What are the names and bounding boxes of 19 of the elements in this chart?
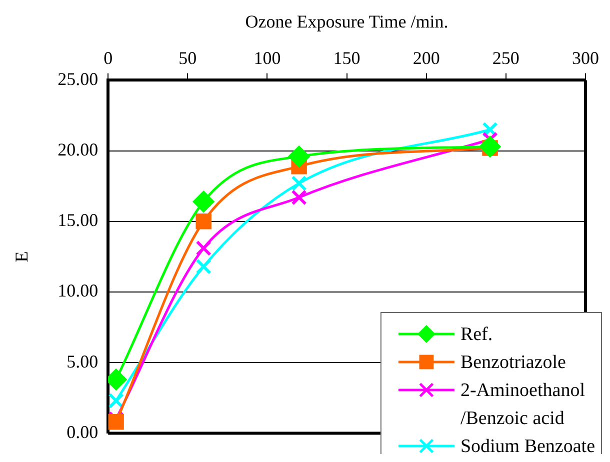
y-tick-label: 5.00 xyxy=(66,351,98,372)
x-axis-title: Ozone Exposure Time /min. xyxy=(245,12,448,32)
legend-label: Benzotriazole xyxy=(460,352,566,373)
y-tick-label: 10.00 xyxy=(58,280,98,301)
x-tick-label: 50 xyxy=(178,48,197,68)
y-tick-label: 20.00 xyxy=(58,140,98,160)
y-tick-label: 25.00 xyxy=(58,68,98,89)
x-tick-label: 250 xyxy=(492,48,520,68)
y-tick-label: 15.00 xyxy=(58,210,98,230)
legend-label: 2-Aminoethanol /Benzoic acid xyxy=(460,380,585,429)
x-tick-label: 300 xyxy=(572,48,599,68)
x-tick-label: 0 xyxy=(104,48,113,68)
legend-label: Ref. xyxy=(460,324,493,345)
x-tick-label: 200 xyxy=(412,48,440,68)
x-tick-label: 100 xyxy=(254,48,281,68)
legend-label: Sodium Benzoate xyxy=(460,436,596,457)
y-axis-title: E xyxy=(12,251,32,262)
y-tick-label: 0.00 xyxy=(66,422,98,442)
x-tick-label: 150 xyxy=(333,48,360,68)
